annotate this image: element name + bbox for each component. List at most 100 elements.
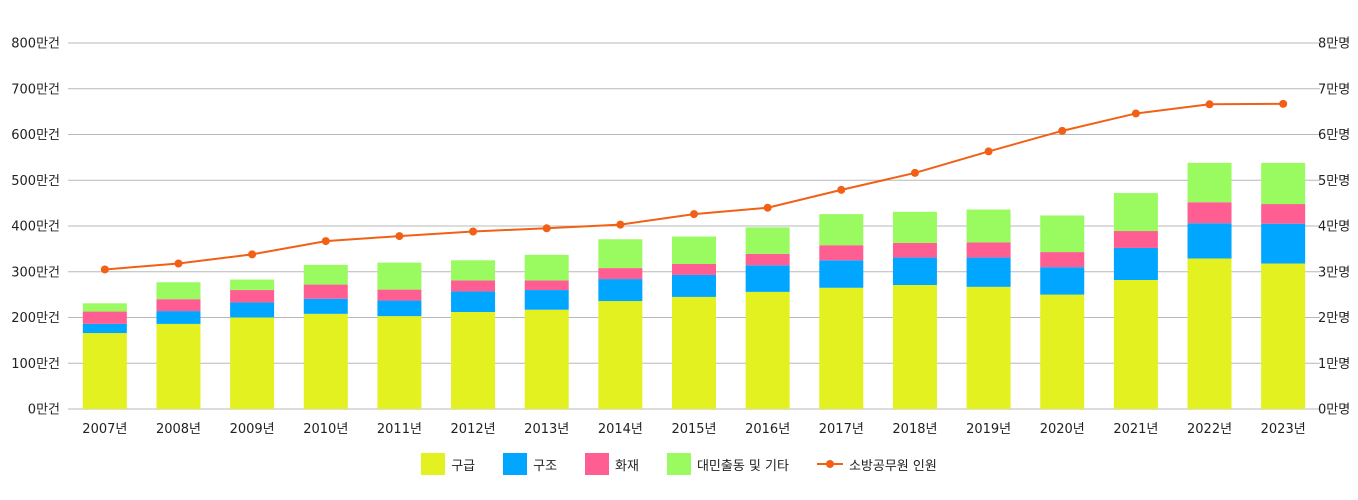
bar-segment[interactable] <box>451 280 496 292</box>
x-tick-label: 2015년 <box>671 422 716 437</box>
bar-segment[interactable] <box>377 316 422 409</box>
bar-segment[interactable] <box>156 282 201 300</box>
x-tick-label: 2012년 <box>451 422 496 437</box>
bar-segment[interactable] <box>966 242 1011 258</box>
line-point[interactable] <box>248 250 257 259</box>
bar-segment[interactable] <box>672 263 716 275</box>
bar-segment[interactable] <box>524 280 569 291</box>
bar-segment[interactable] <box>1040 267 1085 295</box>
bar-segment[interactable] <box>892 285 937 409</box>
legend-item[interactable]: 소방공무원 인원 <box>816 453 937 475</box>
bar-segment[interactable] <box>672 296 716 409</box>
bar-segment[interactable] <box>156 299 201 312</box>
bar-segment[interactable] <box>524 309 569 409</box>
line-point[interactable] <box>174 259 183 268</box>
bar-segment[interactable] <box>1261 223 1306 264</box>
bar-segment[interactable] <box>819 245 864 261</box>
bar-segment[interactable] <box>1113 193 1158 232</box>
bar-segment[interactable] <box>82 303 127 312</box>
line-point[interactable] <box>763 203 772 212</box>
bar-segment[interactable] <box>377 300 422 317</box>
bar-segment[interactable] <box>230 279 275 291</box>
line-point[interactable] <box>469 227 478 236</box>
line-point[interactable] <box>910 168 919 177</box>
bar-segment[interactable] <box>598 239 643 269</box>
bar-segment[interactable] <box>156 311 201 324</box>
bar-segment[interactable] <box>819 214 864 246</box>
bar-segment[interactable] <box>303 284 348 299</box>
bar-segment[interactable] <box>966 209 1011 243</box>
line-point[interactable] <box>984 147 993 156</box>
bar-segment[interactable] <box>524 254 569 281</box>
bar-segment[interactable] <box>82 323 127 334</box>
bar-segment[interactable] <box>819 287 864 409</box>
bar-segment[interactable] <box>1187 162 1232 203</box>
bar-segment[interactable] <box>598 301 643 409</box>
bar-segment[interactable] <box>672 236 716 264</box>
chart-legend[interactable]: 구급 구조 화재 대민출동 및 기타 소방공무원 인원 <box>0 452 1358 476</box>
bar-segment[interactable] <box>230 302 275 318</box>
bar-segment[interactable] <box>1187 258 1232 409</box>
line-point[interactable] <box>542 224 551 233</box>
bar-segment[interactable] <box>892 211 937 243</box>
bar-segment[interactable] <box>1113 247 1158 280</box>
bar-segment[interactable] <box>745 253 790 266</box>
bar-segment[interactable] <box>230 317 275 410</box>
line-point[interactable] <box>1279 99 1288 108</box>
line-point[interactable] <box>837 185 846 194</box>
line-point[interactable] <box>1058 126 1067 135</box>
bar-segment[interactable] <box>303 313 348 409</box>
y-left-tick-label: 0만건 <box>28 403 60 418</box>
line-point[interactable] <box>395 232 404 241</box>
bar-segment[interactable] <box>892 257 937 286</box>
bar-segment[interactable] <box>1113 279 1158 409</box>
bar-segment[interactable] <box>745 265 790 292</box>
bar-segment[interactable] <box>303 264 348 285</box>
bar-segment[interactable] <box>377 262 422 290</box>
legend-item[interactable]: 화재 <box>585 453 639 475</box>
bar-segment[interactable] <box>1187 202 1232 224</box>
legend-swatch <box>503 453 528 475</box>
bar-segment[interactable] <box>1040 252 1085 268</box>
bar-segment[interactable] <box>82 311 127 324</box>
bar-segment[interactable] <box>303 298 348 314</box>
bar-segment[interactable] <box>966 286 1011 409</box>
bar-segment[interactable] <box>598 279 643 302</box>
bar-segment[interactable] <box>1187 223 1232 259</box>
line-point[interactable] <box>321 237 330 246</box>
bar-segment[interactable] <box>1261 263 1306 409</box>
bar-segment[interactable] <box>819 260 864 288</box>
line-point[interactable] <box>1205 100 1214 109</box>
line-point[interactable] <box>1131 109 1140 118</box>
bar-segment[interactable] <box>451 312 496 409</box>
bar-segment[interactable] <box>672 274 716 297</box>
line-point[interactable] <box>100 265 109 274</box>
bar-segment[interactable] <box>451 291 496 313</box>
bar-segment[interactable] <box>451 260 496 281</box>
bar-segment[interactable] <box>82 333 127 409</box>
x-tick-label: 2011년 <box>377 422 422 437</box>
bar-segment[interactable] <box>1040 215 1085 253</box>
bar-segment[interactable] <box>377 289 422 301</box>
x-tick-label: 2013년 <box>524 422 569 437</box>
line-point[interactable] <box>616 220 625 229</box>
line-point[interactable] <box>690 210 698 219</box>
bar-segment[interactable] <box>1040 294 1085 409</box>
bar-segment[interactable] <box>892 242 937 258</box>
y-right-tick-label: 7만명 <box>1318 82 1350 97</box>
bar-segment[interactable] <box>230 290 275 303</box>
bar-segment[interactable] <box>745 227 790 254</box>
bar-segment[interactable] <box>1113 231 1158 248</box>
bar-segment[interactable] <box>524 290 569 310</box>
bar-segment[interactable] <box>966 257 1011 287</box>
bar-segment[interactable] <box>1261 204 1306 224</box>
bar-segment[interactable] <box>156 323 201 409</box>
legend-item[interactable]: 구조 <box>503 453 557 475</box>
legend-item[interactable]: 대민출동 및 기타 <box>666 453 789 475</box>
legend-label: 소방공무원 인원 <box>848 458 937 474</box>
bar-segment[interactable] <box>745 291 790 409</box>
legend-item[interactable]: 구급 <box>421 453 475 475</box>
y-right-tick-label: 2만명 <box>1318 311 1350 326</box>
bar-segment[interactable] <box>598 268 643 280</box>
bar-segment[interactable] <box>1261 162 1306 205</box>
